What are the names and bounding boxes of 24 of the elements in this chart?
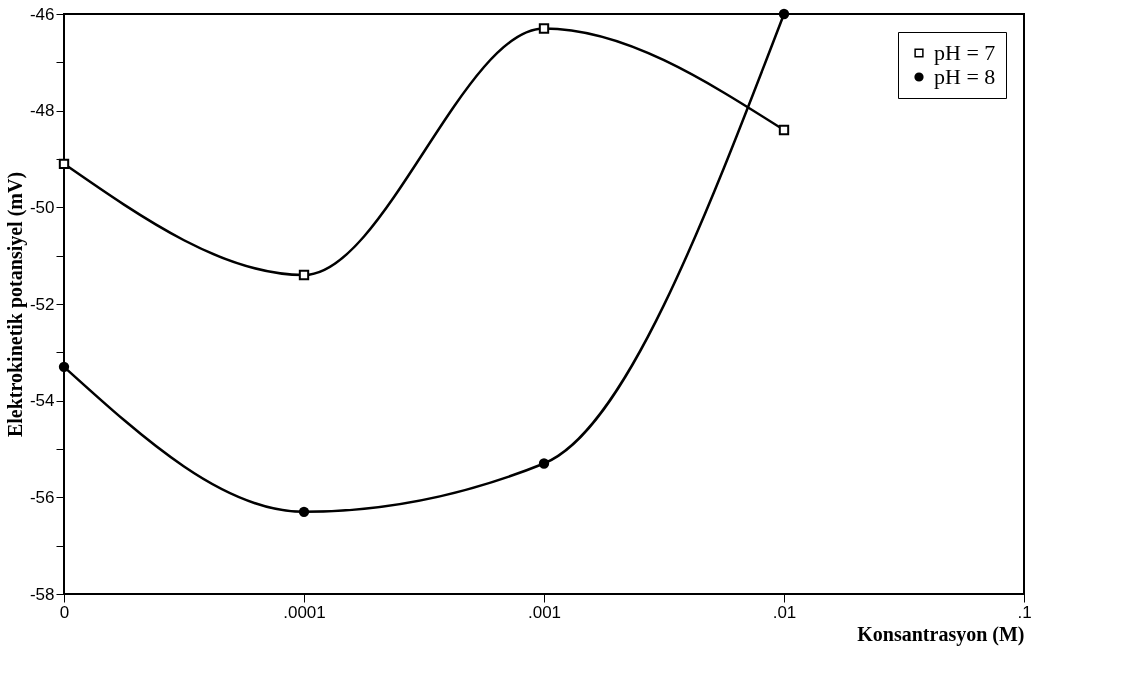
x-tick-label: .0001 bbox=[283, 602, 326, 622]
x-tick-label: 0 bbox=[59, 602, 70, 622]
y-tick-label: -58 bbox=[29, 584, 55, 604]
point bbox=[778, 8, 790, 20]
legend-label: pH = 8 bbox=[934, 64, 996, 89]
point bbox=[778, 124, 790, 136]
x-tick-label: .1 bbox=[1017, 602, 1032, 622]
point bbox=[58, 361, 70, 373]
point bbox=[538, 23, 550, 34]
y-tick-label: -56 bbox=[29, 487, 55, 507]
x-axis-title: Konsantrasyon (M) bbox=[857, 622, 1025, 646]
x-tick-label: .01 bbox=[772, 602, 797, 622]
y-tick-label: -46 bbox=[29, 4, 55, 24]
y-tick-label: -48 bbox=[29, 101, 55, 121]
y-tick-label: -50 bbox=[29, 197, 55, 217]
point bbox=[58, 158, 70, 170]
point bbox=[298, 269, 310, 281]
y-tick-label: -54 bbox=[29, 391, 55, 411]
point bbox=[298, 506, 310, 518]
y-axis-title: Elektrokinetik potansiyel (mV) bbox=[3, 171, 27, 438]
x-tick-label: .001 bbox=[527, 602, 562, 622]
y-tick-label: -52 bbox=[29, 294, 55, 314]
legend-label: pH = 7 bbox=[934, 40, 996, 65]
point bbox=[538, 458, 550, 469]
